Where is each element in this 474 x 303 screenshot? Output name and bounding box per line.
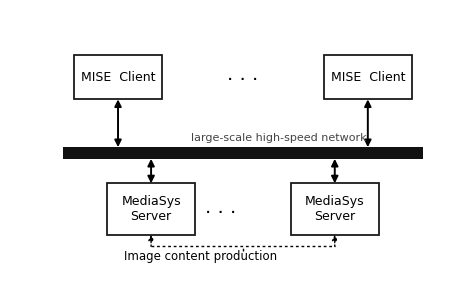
Text: . . .: . . .	[205, 198, 237, 217]
Text: MediaSys
Server: MediaSys Server	[305, 195, 365, 223]
Bar	[74, 55, 162, 99]
Bar	[107, 183, 195, 235]
Text: large-scale high-speed network: large-scale high-speed network	[191, 132, 367, 142]
Text: MISE  Client: MISE Client	[81, 71, 155, 84]
Text: MediaSys
Server: MediaSys Server	[121, 195, 181, 223]
Bar	[291, 183, 379, 235]
Text: . . .: . . .	[228, 65, 258, 84]
Text: MISE  Client: MISE Client	[330, 71, 405, 84]
Bar	[63, 147, 423, 159]
Text: Image content production: Image content production	[124, 250, 277, 263]
Bar	[324, 55, 412, 99]
